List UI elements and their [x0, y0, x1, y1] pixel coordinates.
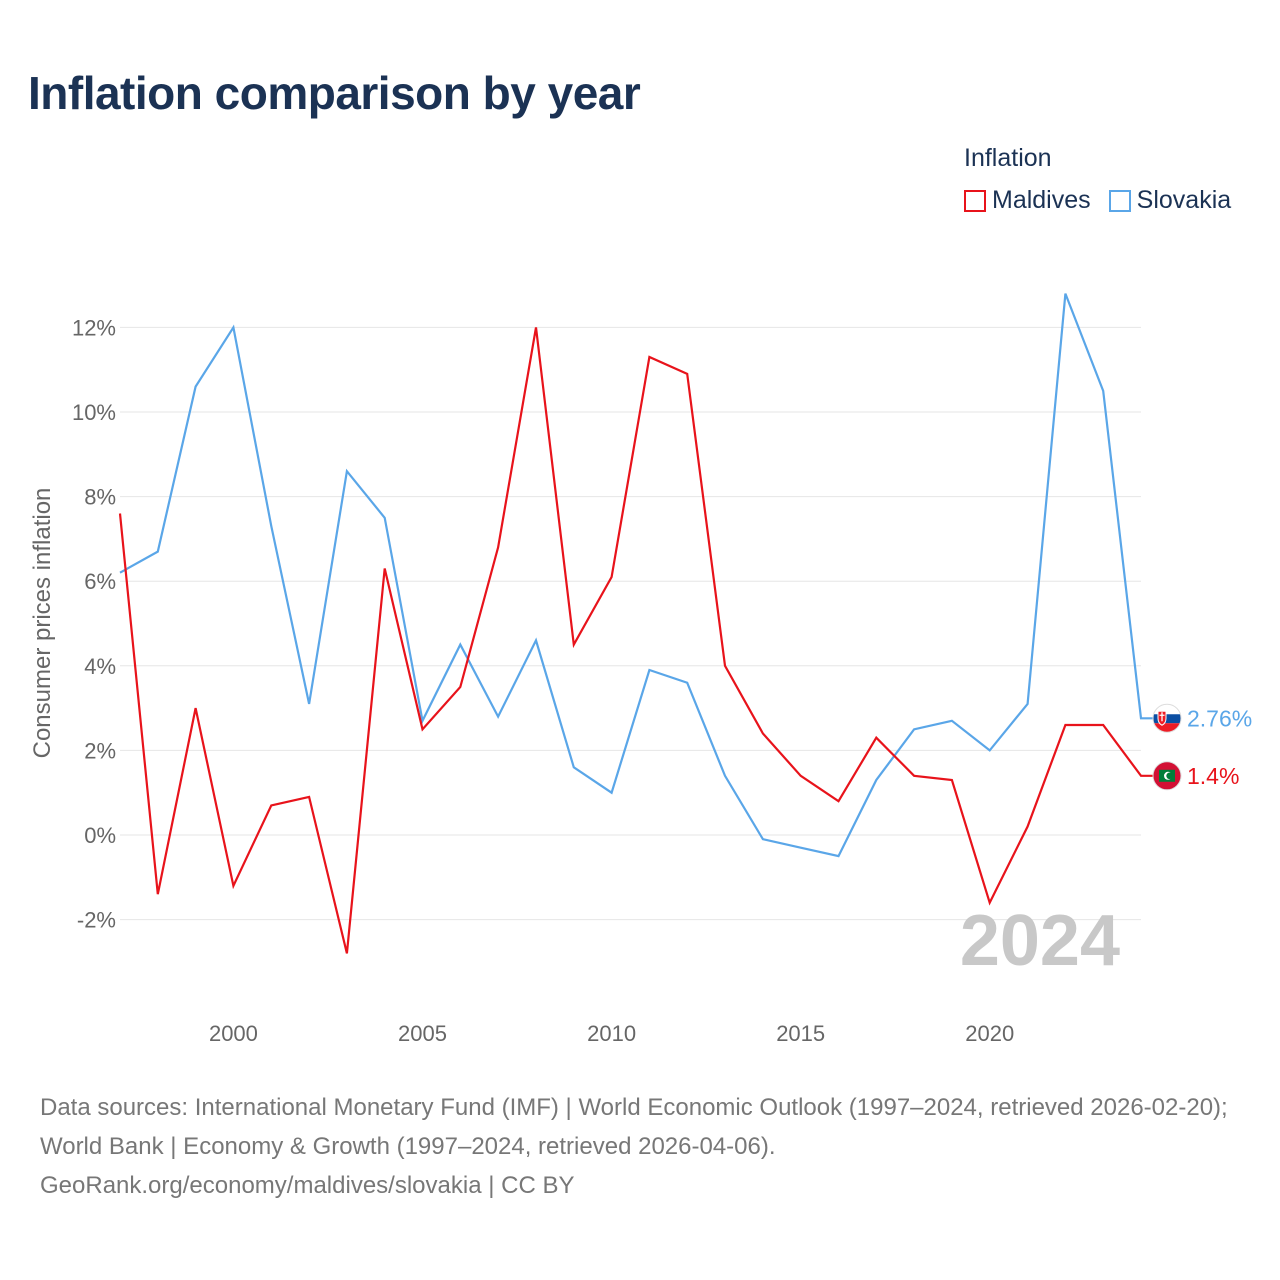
data-point-slovakia[interactable]: [684, 680, 690, 686]
data-point-slovakia[interactable]: [722, 773, 728, 779]
footer-sources: Data sources: International Monetary Fun…: [40, 1094, 1228, 1160]
data-point-maldives[interactable]: [306, 794, 312, 800]
data-point-maldives[interactable]: [609, 574, 615, 580]
y-tick-label: 10%: [72, 400, 116, 425]
data-point-maldives[interactable]: [533, 324, 539, 330]
x-tick-label: 2000: [209, 1021, 258, 1046]
data-point-slovakia[interactable]: [760, 836, 766, 842]
data-point-slovakia[interactable]: [533, 637, 539, 643]
data-point-slovakia[interactable]: [495, 714, 501, 720]
data-point-slovakia[interactable]: [609, 790, 615, 796]
data-point-maldives[interactable]: [1138, 773, 1144, 779]
series-line-maldives[interactable]: [118, 327, 1156, 954]
data-point-maldives[interactable]: [873, 735, 879, 741]
data-point-slovakia[interactable]: [949, 718, 955, 724]
x-tick-label: 2015: [776, 1021, 825, 1046]
gridlines: [120, 326, 1141, 921]
data-point-slovakia[interactable]: [646, 667, 652, 673]
y-tick-label: 12%: [72, 315, 116, 340]
footer: Data sources: International Monetary Fun…: [40, 1088, 1250, 1205]
y-tick-label: 8%: [84, 485, 116, 510]
data-point-slovakia[interactable]: [230, 324, 236, 330]
data-point-maldives[interactable]: [1062, 722, 1068, 728]
data-point-maldives[interactable]: [268, 802, 274, 808]
data-point-slovakia[interactable]: [382, 515, 388, 521]
y-tick-label: 2%: [84, 738, 116, 763]
data-point-maldives[interactable]: [382, 566, 388, 572]
y-tick-label: 4%: [84, 654, 116, 679]
data-point-maldives[interactable]: [344, 950, 350, 956]
y-axis-ticks: -2% 0% 2% 4% 6% 8% 10% 12%: [72, 315, 116, 932]
data-point-maldives[interactable]: [722, 663, 728, 669]
data-point-maldives[interactable]: [760, 730, 766, 736]
x-axis-ticks: 2000 2005 2010 2015 2020: [209, 1021, 1014, 1046]
data-point-maldives[interactable]: [987, 900, 993, 906]
data-point-maldives[interactable]: [457, 684, 463, 690]
data-point-slovakia[interactable]: [571, 764, 577, 770]
line-chart: -2% 0% 2% 4% 6% 8% 10% 12% 2000 2005 2010 2015 2020…: [29, 291, 1252, 1046]
data-point-slovakia[interactable]: [193, 384, 199, 390]
data-point-maldives[interactable]: [571, 642, 577, 648]
maldives-flag-icon: [1152, 761, 1182, 791]
legend-title: Inflation: [964, 144, 1052, 172]
data-point-maldives[interactable]: [798, 773, 804, 779]
y-tick-label: 0%: [84, 823, 116, 848]
legend: Maldives Slovakia: [964, 186, 1249, 215]
data-point-maldives[interactable]: [117, 511, 123, 517]
y-tick-label: 6%: [84, 569, 116, 594]
data-point-maldives[interactable]: [155, 891, 161, 897]
y-axis-label: Consumer prices inflation: [29, 488, 56, 759]
data-point-slovakia[interactable]: [306, 701, 312, 707]
data-point-maldives[interactable]: [1025, 824, 1031, 830]
slovakia-flag-icon: [1152, 703, 1182, 733]
legend-label-slovakia: Slovakia: [1136, 186, 1232, 214]
data-point-slovakia[interactable]: [1025, 701, 1031, 707]
data-point-maldives[interactable]: [495, 544, 501, 550]
data-point-slovakia[interactable]: [155, 549, 161, 555]
series-line-slovakia[interactable]: [119, 293, 1156, 858]
series-lines: [117, 291, 1156, 956]
data-point-slovakia[interactable]: [457, 642, 463, 648]
data-point-maldives[interactable]: [911, 773, 917, 779]
legend-swatch-maldives: [964, 189, 986, 212]
data-point-maldives[interactable]: [835, 798, 841, 804]
footer-credit[interactable]: GeoRank.org/economy/maldives/slovakia | …: [40, 1172, 575, 1199]
data-point-slovakia[interactable]: [1138, 715, 1144, 721]
data-point-slovakia[interactable]: [987, 747, 993, 753]
x-tick-label: 2005: [398, 1021, 447, 1046]
data-point-slovakia[interactable]: [1062, 291, 1068, 297]
data-point-slovakia[interactable]: [344, 468, 350, 474]
x-tick-label: 2020: [965, 1021, 1014, 1046]
legend-item-maldives[interactable]: Maldives: [964, 186, 1091, 215]
data-point-maldives[interactable]: [646, 354, 652, 360]
legend-item-slovakia[interactable]: Slovakia: [1108, 186, 1232, 215]
legend-swatch-slovakia: [1108, 189, 1131, 212]
data-point-maldives[interactable]: [684, 371, 690, 377]
year-watermark: 2024: [960, 901, 1120, 981]
data-point-slovakia[interactable]: [835, 853, 841, 859]
data-point-maldives[interactable]: [230, 883, 236, 889]
data-point-slovakia[interactable]: [798, 845, 804, 851]
chart-title: Inflation comparison by year: [28, 67, 641, 119]
data-point-slovakia[interactable]: [1100, 388, 1106, 394]
data-point-maldives[interactable]: [420, 726, 426, 732]
data-point-slovakia[interactable]: [911, 726, 917, 732]
end-label-maldives: 1.4%: [1187, 763, 1239, 789]
data-point-slovakia[interactable]: [873, 777, 879, 783]
end-labels: 2.76% 1.4%: [1152, 703, 1252, 791]
y-tick-label: -2%: [77, 908, 116, 933]
data-point-maldives[interactable]: [949, 777, 955, 783]
legend-label-maldives: Maldives: [992, 186, 1091, 214]
end-label-slovakia: 2.76%: [1187, 705, 1252, 731]
data-point-maldives[interactable]: [193, 705, 199, 711]
x-tick-label: 2010: [587, 1021, 636, 1046]
data-point-slovakia[interactable]: [268, 523, 274, 529]
data-point-slovakia[interactable]: [117, 570, 123, 576]
data-point-maldives[interactable]: [1100, 722, 1106, 728]
